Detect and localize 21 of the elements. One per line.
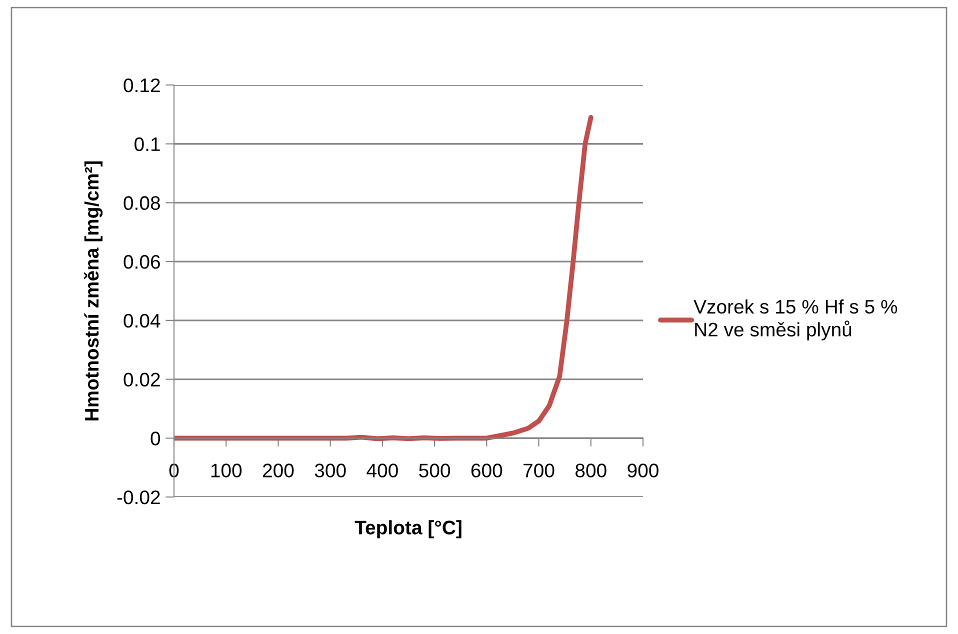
x-tick-label: 700 (524, 464, 554, 478)
x-tick-label: 600 (471, 464, 502, 478)
x-tick-label: 800 (576, 464, 606, 478)
y-axis-title: Hmotnostní změna [mg/cm²] (84, 161, 103, 420)
line-series (174, 114, 594, 442)
y-tick-label: 0.12 (124, 78, 160, 92)
y-tick-label: 0.04 (124, 314, 160, 328)
y-tick-label: -0.02 (117, 490, 160, 504)
x-tick-label: 300 (314, 464, 346, 478)
x-tick-label: 500 (419, 464, 450, 478)
x-axis-title: Teplota [°C] (354, 520, 462, 538)
x-tick-label: 200 (262, 464, 294, 478)
x-tick-label: 100 (211, 464, 242, 478)
y-tick-label: 0.02 (124, 372, 160, 387)
y-tick-label: 0.08 (124, 196, 160, 210)
legend-label: Vzorek s 15 % Hf s 5 % N2 ve směsi plynů (694, 299, 898, 340)
y-tick-label: 0 (150, 432, 160, 446)
y-tick-label: 0.1 (134, 137, 160, 152)
x-tick-label: 400 (366, 464, 398, 478)
y-tick-label: 0.06 (124, 255, 160, 269)
x-tick-label: 900 (628, 464, 658, 478)
